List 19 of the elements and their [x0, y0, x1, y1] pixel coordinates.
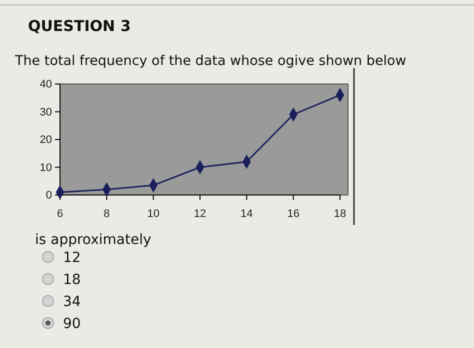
- x-tick-label: 14: [240, 208, 253, 220]
- text: 18: [63, 272, 81, 288]
- y-tick-label: 10: [40, 162, 52, 174]
- chart-subtitle: The total frequency of the data whose ogive shown below: [14, 53, 406, 69]
- text: 12: [63, 250, 81, 266]
- text: 90: [63, 316, 81, 332]
- y-tick-label: 20: [40, 134, 52, 146]
- x-tick-label: 12: [194, 208, 206, 220]
- x-tick-label: 16: [287, 208, 300, 220]
- chart-title: QUESTION 3: [28, 17, 131, 35]
- y-tick-label: 30: [40, 106, 52, 118]
- y-tick-label: 0: [46, 190, 52, 202]
- x-tick-label: 10: [147, 208, 160, 220]
- x-tick-label: 8: [104, 208, 110, 220]
- text: 34: [63, 294, 81, 310]
- y-tick-label: 40: [40, 78, 52, 91]
- text: is approximately: [35, 232, 152, 248]
- x-tick-label: 18: [334, 208, 346, 220]
- x-tick-label: 6: [56, 208, 64, 220]
